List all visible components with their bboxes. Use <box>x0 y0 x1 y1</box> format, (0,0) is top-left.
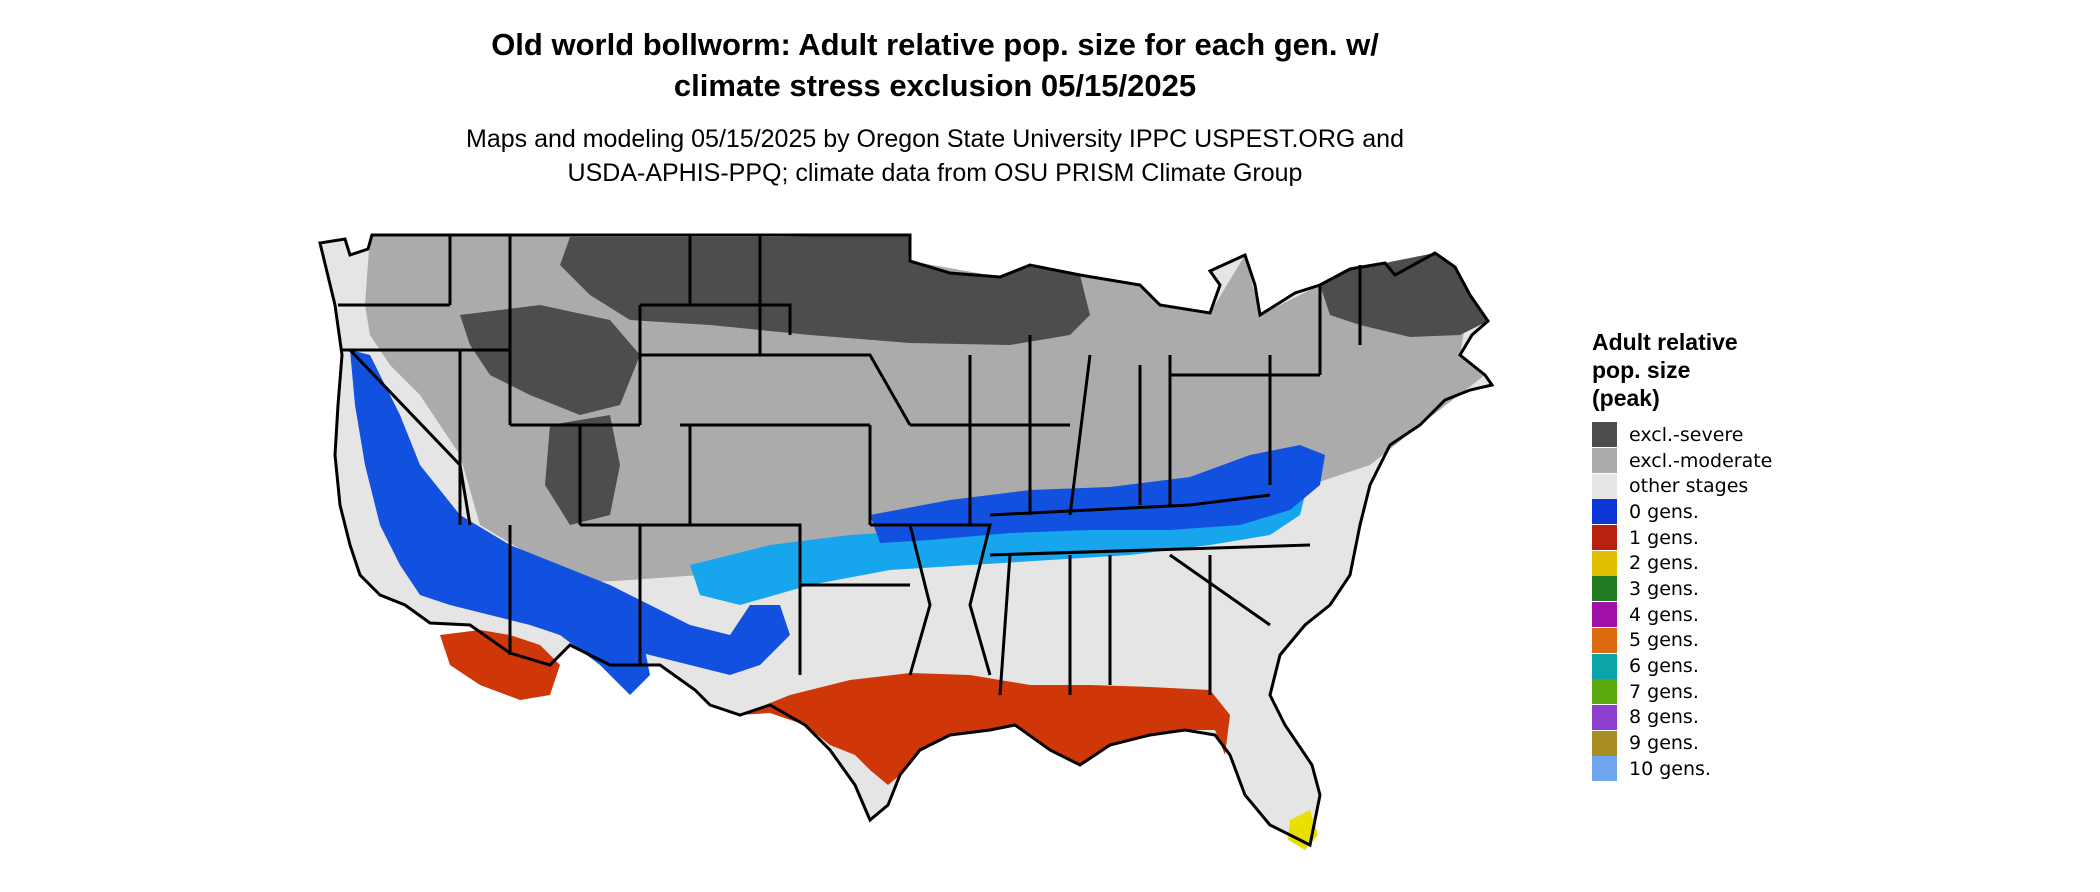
zone-gen1-gulf <box>740 673 1230 785</box>
legend-item: 9 gens. <box>1592 730 1772 756</box>
legend-label: 3 gens. <box>1629 577 1699 600</box>
legend-swatch <box>1592 448 1617 474</box>
zone-excl-severe-north <box>560 235 1090 345</box>
legend-title-line3: (peak) <box>1592 385 1660 411</box>
legend-swatch <box>1592 756 1617 782</box>
legend-label: 1 gens. <box>1629 526 1699 549</box>
zone-excl-severe-colorado <box>545 415 620 525</box>
map-title-line1: Old world bollworm: Adult relative pop. … <box>491 27 1379 62</box>
legend-swatch <box>1592 422 1617 448</box>
zone-gen0-light-south <box>690 475 1310 605</box>
map-subtitle-line2: USDA-APHIS-PPQ; climate data from OSU PR… <box>567 159 1303 187</box>
legend-label: excl.-severe <box>1629 423 1744 446</box>
zone-gen0-east <box>870 445 1325 543</box>
legend-swatch <box>1592 602 1617 628</box>
legend-label: 10 gens. <box>1629 757 1711 780</box>
legend-item: 10 gens. <box>1592 756 1772 782</box>
us-map <box>318 233 1495 850</box>
legend-label: excl.-moderate <box>1629 449 1773 472</box>
legend-swatch <box>1592 550 1617 576</box>
legend-item: 4 gens. <box>1592 602 1772 628</box>
legend-swatch <box>1592 525 1617 551</box>
legend-title-line2: pop. size <box>1592 357 1691 383</box>
legend-item: 6 gens. <box>1592 653 1772 679</box>
legend-item: other stages <box>1592 473 1772 499</box>
legend-item: 5 gens. <box>1592 627 1772 654</box>
zone-excl-severe-northeast <box>1320 253 1488 337</box>
legend-item: 7 gens. <box>1592 679 1772 705</box>
legend-label: other stages <box>1629 475 1749 498</box>
legend-swatch <box>1592 499 1617 525</box>
legend-item: 8 gens. <box>1592 704 1772 731</box>
legend-label: 2 gens. <box>1629 552 1699 575</box>
legend-swatch <box>1592 730 1617 756</box>
map-title-line2: climate stress exclusion 05/15/2025 <box>673 68 1197 103</box>
legend-label: 6 gens. <box>1629 655 1699 678</box>
legend-swatch <box>1592 704 1617 730</box>
legend-swatch <box>1592 679 1617 705</box>
legend-label: 4 gens. <box>1629 603 1699 626</box>
legend-swatch <box>1592 627 1617 653</box>
legend-item: 0 gens. <box>1592 499 1772 525</box>
map-subtitle-line1: Maps and modeling 05/15/2025 by Oregon S… <box>466 125 1404 153</box>
legend-label: 8 gens. <box>1629 706 1699 729</box>
legend-item: excl.-moderate <box>1592 448 1772 474</box>
legend-swatch <box>1592 653 1617 679</box>
zone-excl-severe-wyoming <box>460 305 640 415</box>
legend-swatch <box>1592 473 1617 499</box>
legend-item: 2 gens. <box>1592 550 1772 576</box>
legend-item: excl.-severe <box>1592 422 1772 448</box>
legend-swatch <box>1592 576 1617 602</box>
legend-label: 7 gens. <box>1629 680 1699 703</box>
map-subtitle: Maps and modeling 05/15/2025 by Oregon S… <box>0 122 1870 190</box>
legend-title-line1: Adult relative <box>1592 329 1738 355</box>
state-borders <box>318 233 1495 848</box>
legend-item: 1 gens. <box>1592 525 1772 551</box>
legend: Adult relative pop. size (peak) excl.-se… <box>1592 328 1772 782</box>
legend-label: 0 gens. <box>1629 500 1699 523</box>
legend-title: Adult relative pop. size (peak) <box>1592 328 1772 412</box>
legend-label: 5 gens. <box>1629 629 1699 652</box>
legend-items: excl.-severe excl.-moderate other stages 0 … <box>1592 422 1772 782</box>
zone-gen1-arizona <box>440 630 560 700</box>
zone-gen0-southwest <box>510 585 790 675</box>
legend-item: 3 gens. <box>1592 576 1772 602</box>
map-title: Old world bollworm: Adult relative pop. … <box>0 24 1870 106</box>
legend-label: 9 gens. <box>1629 732 1699 755</box>
